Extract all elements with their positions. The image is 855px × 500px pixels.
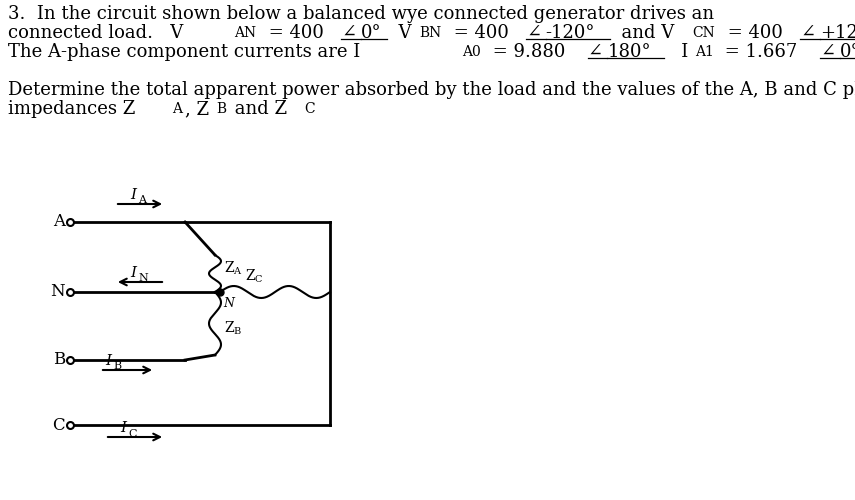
Text: N: N bbox=[223, 297, 234, 310]
Text: ∠: ∠ bbox=[588, 43, 603, 61]
Text: B: B bbox=[216, 102, 227, 116]
Text: C: C bbox=[52, 416, 65, 434]
Text: I: I bbox=[120, 421, 126, 435]
Text: N: N bbox=[50, 284, 65, 300]
Text: and Z: and Z bbox=[229, 100, 287, 118]
Text: B: B bbox=[53, 352, 65, 368]
Text: B: B bbox=[233, 327, 240, 336]
Text: I: I bbox=[130, 266, 136, 280]
Text: 3.  In the circuit shown below a balanced wye connected generator drives an: 3. In the circuit shown below a balanced… bbox=[8, 5, 720, 23]
Text: 180°: 180° bbox=[607, 43, 651, 61]
Text: Z: Z bbox=[224, 322, 233, 336]
Text: AN: AN bbox=[234, 26, 256, 40]
Text: = 9.880: = 9.880 bbox=[486, 43, 565, 61]
Text: C: C bbox=[304, 102, 315, 116]
Text: The A-phase component currents are I: The A-phase component currents are I bbox=[8, 43, 360, 61]
Text: = 1.667: = 1.667 bbox=[719, 43, 798, 61]
Text: ∠: ∠ bbox=[820, 43, 835, 61]
Text: 0°: 0° bbox=[361, 24, 381, 42]
Text: connected load.   V: connected load. V bbox=[8, 24, 183, 42]
Text: N: N bbox=[138, 273, 148, 283]
Text: ∠: ∠ bbox=[800, 24, 816, 42]
Text: and V: and V bbox=[610, 24, 674, 42]
Text: A: A bbox=[138, 195, 146, 205]
Text: V: V bbox=[387, 24, 412, 42]
Text: I: I bbox=[663, 43, 688, 61]
Text: , Z: , Z bbox=[186, 100, 209, 118]
Text: A: A bbox=[173, 102, 182, 116]
Text: Determine the total apparent power absorbed by the load and the values of the A,: Determine the total apparent power absor… bbox=[8, 81, 855, 99]
Text: Z: Z bbox=[224, 262, 233, 276]
Text: 0°: 0° bbox=[840, 43, 855, 61]
Text: +120°.: +120°. bbox=[820, 24, 855, 42]
Text: impedances Z: impedances Z bbox=[8, 100, 135, 118]
Text: A1: A1 bbox=[695, 45, 714, 59]
Text: Z: Z bbox=[245, 269, 255, 283]
Text: A0: A0 bbox=[463, 45, 481, 59]
Text: A: A bbox=[233, 267, 240, 276]
Text: ∠: ∠ bbox=[526, 24, 541, 42]
Text: B: B bbox=[113, 361, 121, 371]
Text: I: I bbox=[105, 354, 111, 368]
Text: A: A bbox=[53, 214, 65, 230]
Text: C: C bbox=[128, 429, 137, 439]
Text: = 400: = 400 bbox=[262, 24, 323, 42]
Text: C: C bbox=[254, 274, 262, 283]
Text: I: I bbox=[130, 188, 136, 202]
Text: = 400: = 400 bbox=[448, 24, 509, 42]
Text: = 400: = 400 bbox=[722, 24, 782, 42]
Text: ∠: ∠ bbox=[341, 24, 357, 42]
Text: -120°: -120° bbox=[545, 24, 595, 42]
Text: CN: CN bbox=[693, 26, 716, 40]
Text: BN: BN bbox=[419, 26, 441, 40]
